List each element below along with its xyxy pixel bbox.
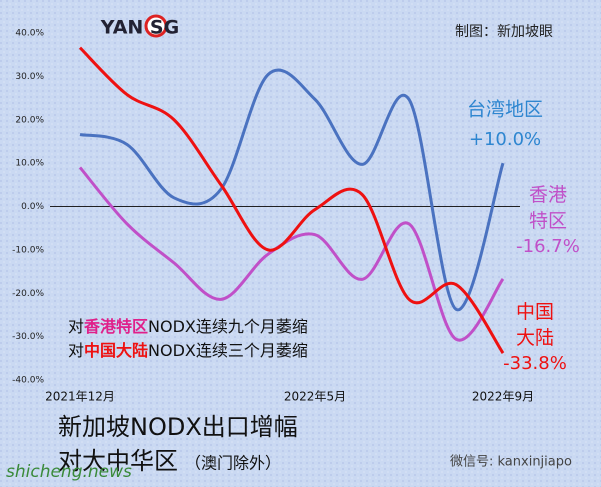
y-tick-label: -20.0% — [12, 289, 44, 299]
x-tick-label: 2022年5月 — [284, 390, 346, 404]
source: 制图：新加坡眼 — [455, 24, 553, 40]
subtitle: 对大中华区 — [58, 447, 178, 475]
chart-title: 新加坡NODX出口增幅 — [58, 413, 298, 441]
annotation: 对中国大陆NODX连续三个月萎缩 — [68, 341, 308, 360]
legend-label: 香港特区 — [529, 184, 567, 232]
y-tick-label: 30.0% — [15, 72, 44, 82]
y-tick-label: -10.0% — [12, 245, 44, 255]
annotation-part: 香港特区 — [83, 317, 148, 336]
legend-label: 中国大陆 — [516, 301, 554, 349]
legend-label-line: 大陆 — [516, 327, 554, 349]
logo-icon — [144, 14, 168, 38]
subtitle-note: （澳门除外） — [185, 454, 281, 473]
annotation-part: NODX连续九个月萎缩 — [148, 317, 308, 336]
y-tick-label: 0.0% — [21, 202, 44, 212]
series-line — [78, 166, 505, 342]
y-tick-label: -30.0% — [12, 332, 44, 342]
value-label: -16.7% — [516, 236, 580, 257]
legend-label: 台湾地区 — [467, 99, 543, 121]
series-line — [79, 68, 505, 311]
y-tick-label: 10.0% — [15, 159, 44, 169]
annotation-part: 对 — [68, 341, 84, 360]
annotation-part: NODX连续三个月萎缩 — [148, 341, 308, 360]
annotation: 对香港特区NODX连续九个月萎缩 — [68, 317, 308, 336]
value-label: +10.0% — [469, 129, 541, 150]
series-line — [78, 46, 505, 354]
watermark: shicheng.news — [6, 462, 132, 482]
annotation-part: 中国大陆 — [84, 341, 148, 360]
logo: YAN SG — [100, 17, 179, 39]
legend-label-line: 特区 — [529, 210, 567, 232]
legend-label-line: 中国 — [516, 301, 554, 323]
y-tick-label: 40.0% — [15, 29, 44, 39]
legend-label-line: 香港 — [529, 184, 567, 206]
x-tick-label: 2021年12月 — [45, 390, 115, 404]
y-tick-label: 20.0% — [15, 115, 44, 125]
value-label: -33.8% — [503, 353, 567, 374]
watermark: 微信号: kanxinjiapo — [450, 455, 572, 470]
x-tick-label: 2022年9月 — [472, 390, 534, 404]
annotation-part: 对 — [68, 317, 84, 336]
y-tick-label: -40.0% — [12, 376, 44, 386]
